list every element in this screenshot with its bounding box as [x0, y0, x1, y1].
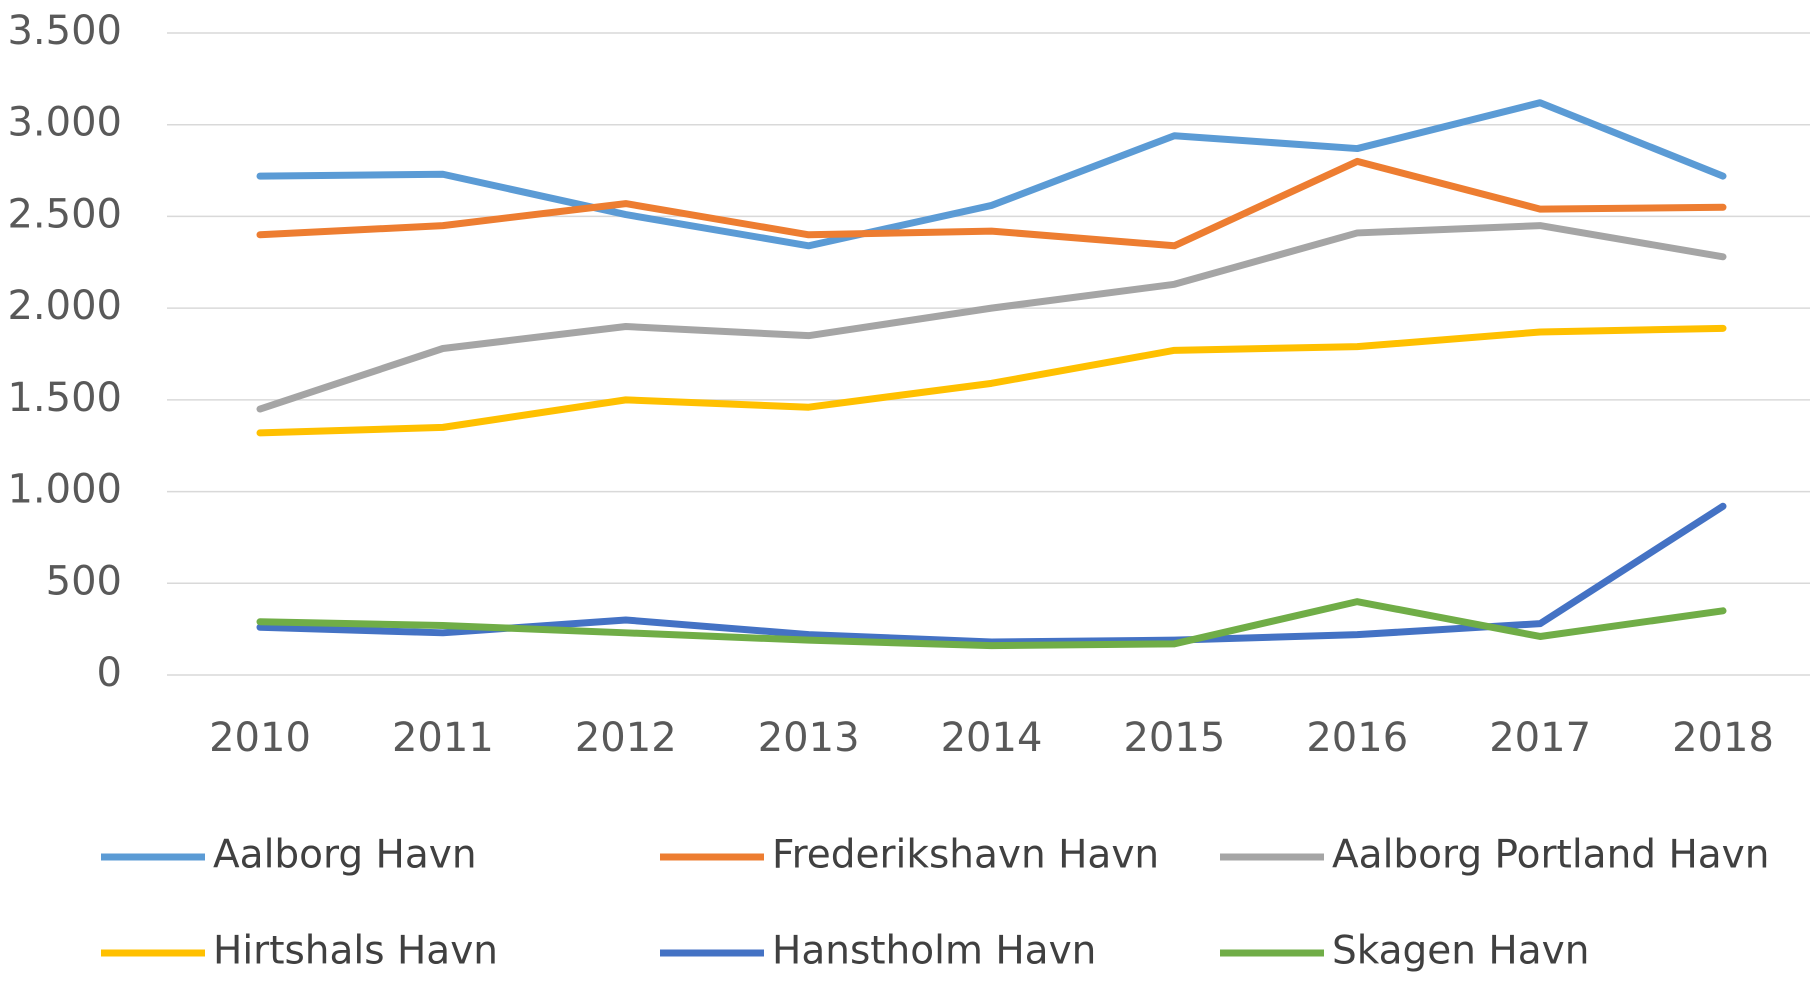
- y-tick-label: 2.000: [7, 283, 122, 329]
- y-tick-label: 0: [97, 650, 122, 696]
- y-tick-label: 1.000: [7, 467, 122, 513]
- y-tick-label: 1.500: [7, 375, 122, 421]
- series-line: [256, 502, 1727, 646]
- x-tick-label: 2011: [392, 715, 494, 761]
- x-tick-label: 2012: [575, 715, 677, 761]
- series-line: [256, 222, 1727, 413]
- y-tick-label: 2.500: [7, 191, 122, 237]
- x-tick-label: 2014: [941, 715, 1043, 761]
- x-tick-label: 2010: [209, 715, 311, 761]
- series-line: [256, 598, 1727, 650]
- series-line: [256, 99, 1727, 250]
- legend-label: Hirtshals Havn: [213, 929, 498, 974]
- legend-label: Hanstholm Havn: [772, 929, 1096, 974]
- series-line: [256, 157, 1727, 250]
- y-tick-label: 500: [46, 558, 122, 604]
- legend-label: Skagen Havn: [1332, 929, 1589, 974]
- x-tick-label: 2017: [1489, 715, 1591, 761]
- x-tick-label: 2015: [1123, 715, 1225, 761]
- x-tick-label: 2013: [758, 715, 860, 761]
- y-tick-label: 3.000: [7, 100, 122, 146]
- series-line: [256, 324, 1727, 437]
- y-tick-label: 3.500: [7, 8, 122, 54]
- legend-label: Frederikshavn Havn: [772, 833, 1159, 878]
- legend-label: Aalborg Portland Havn: [1332, 833, 1769, 878]
- x-tick-label: 2016: [1306, 715, 1408, 761]
- x-tick-label: 2018: [1672, 715, 1774, 761]
- legend-label: Aalborg Havn: [213, 833, 477, 878]
